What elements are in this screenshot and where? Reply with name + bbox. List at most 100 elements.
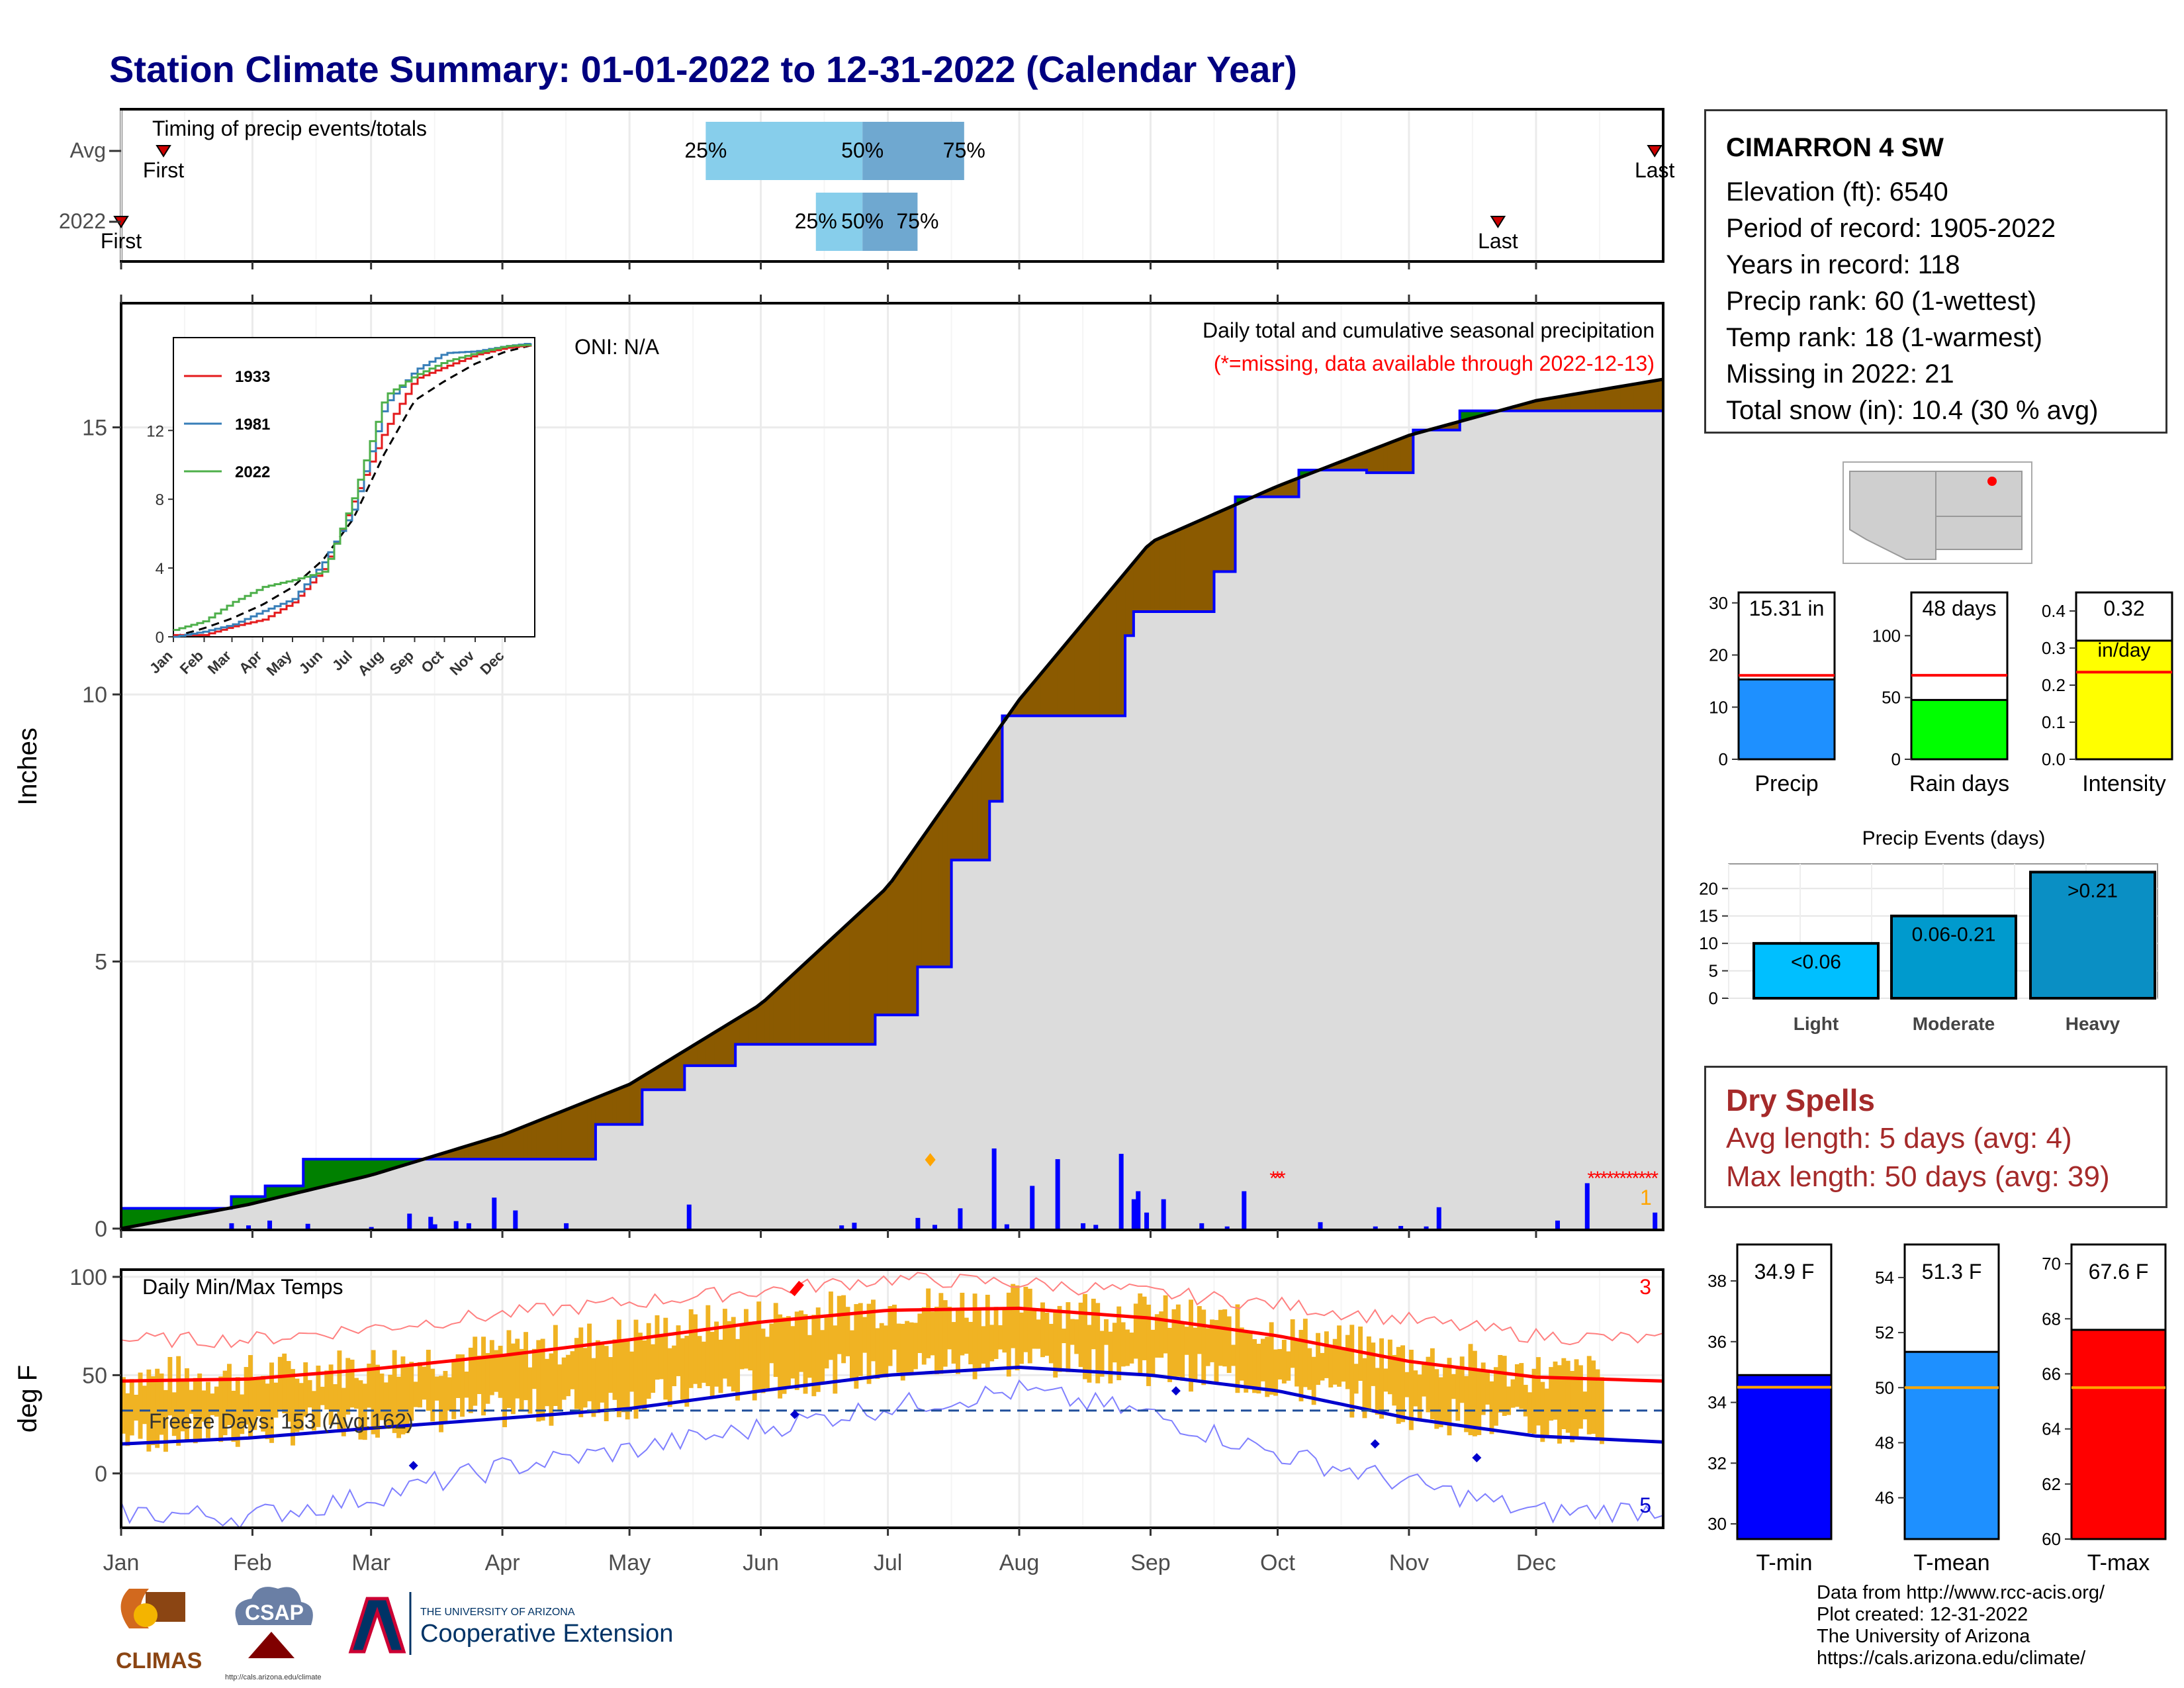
small-bar-tick: 0.4 [2042, 601, 2066, 621]
timing-marker [156, 145, 171, 158]
missing-marker: * [1278, 1168, 1286, 1190]
daily-precip-bar [1093, 1225, 1099, 1229]
csap-url: http://cals.arizona.edu/climate [225, 1673, 322, 1681]
precip-missing-note: (*=missing, data available through 2022-… [1214, 352, 1655, 375]
small-bar-label: Intensity [2082, 771, 2166, 796]
timing-pct-label: 25% [684, 138, 727, 162]
record-min-marker [1370, 1439, 1380, 1449]
freeze-days: Freeze Days: 153 (Avg:162) [149, 1409, 414, 1433]
events-y-tick: 10 [1699, 933, 1718, 953]
daily-precip-bar [1131, 1199, 1136, 1229]
temp-bar-tick: 48 [1875, 1432, 1894, 1452]
daily-precip-bar [229, 1223, 234, 1229]
daily-precip-bar [1144, 1212, 1150, 1229]
month-tick-label: Aug [999, 1550, 1040, 1575]
precip-ylabel: Inches [13, 727, 42, 806]
daily-precip-bar [1424, 1226, 1429, 1229]
timing-marker-label: Last [1635, 158, 1675, 182]
missing-marker: * [1619, 1168, 1627, 1190]
temp-bar-tick: 32 [1707, 1453, 1727, 1473]
small-bar-tick: 50 [1882, 688, 1901, 708]
temp-bar-tick: 68 [2042, 1309, 2061, 1329]
daily-precip-bar [852, 1223, 857, 1229]
small-bar-label: Rain days [1909, 771, 2009, 796]
month-tick-label: Apr [485, 1550, 520, 1575]
missing-marker: * [1613, 1168, 1621, 1190]
temp-bar-tick: 66 [2042, 1364, 2061, 1383]
temp-bar-label: T-max [2087, 1550, 2150, 1575]
events-y-tick: 0 [1709, 988, 1718, 1008]
daily-precip-bar [513, 1210, 518, 1229]
inset-y-tick: 0 [156, 629, 164, 647]
station-snow: Total snow (in): 10.4 (30 % avg) [1726, 396, 2099, 425]
dry-spells-box: Dry Spells Avg length: 5 days (avg: 4) M… [1704, 1066, 2167, 1208]
record-max-marker [790, 1280, 804, 1297]
daily-precip-bar [1373, 1226, 1378, 1229]
observed-cumulative-line [121, 409, 1663, 1210]
avg-cumulative-area [121, 379, 1663, 1229]
timing-pct-label: 75% [943, 138, 985, 162]
daily-precip-bar [564, 1223, 569, 1229]
events-y-tick: 20 [1699, 878, 1718, 898]
timing-pct-label: 50% [841, 138, 884, 162]
daily-precip-bar [1318, 1222, 1323, 1229]
inset-legend-label: 1981 [235, 416, 270, 434]
credits: Data from http://www.rcc-acis.org/ Plot … [1817, 1582, 2105, 1669]
small-bar-tick: 0 [1891, 749, 1901, 769]
temp-bar-label: T-mean [1913, 1550, 1989, 1575]
station-elevation: Elevation (ft): 6540 [1726, 177, 1948, 207]
record-max-count: 3 [1639, 1275, 1651, 1299]
inset-frame [173, 337, 535, 637]
temp-bar-tick: 70 [2042, 1254, 2061, 1274]
credit-url: https://cals.arizona.edu/climate/ [1817, 1648, 2086, 1669]
small-bar-tick: 0.0 [2042, 749, 2066, 769]
month-tick-label: Sep [1130, 1550, 1171, 1575]
station-missing: Missing in 2022: 21 [1726, 359, 1954, 389]
daily-precip-bar [915, 1217, 921, 1229]
daily-precip-bar [466, 1223, 471, 1229]
oni-label: ONI: N/A [574, 335, 660, 359]
missing-marker: * [1600, 1168, 1608, 1190]
daily-precip-bar [1199, 1223, 1205, 1229]
daily-precip-bar [1224, 1226, 1230, 1229]
daily-precip-bar [1004, 1224, 1009, 1229]
inset-y-tick: 8 [156, 491, 164, 509]
daily-precip-bar [407, 1213, 412, 1229]
inset-legend-label: 2022 [235, 463, 270, 481]
event-bin-label: 0.06-0.21 [1912, 924, 1996, 946]
precip-y-tick: 5 [95, 950, 107, 975]
events-title: Precip Events (days) [1862, 827, 2046, 849]
missing-marker: * [1625, 1168, 1633, 1190]
record-min-marker [408, 1460, 418, 1470]
temp-bar-tick: 38 [1707, 1271, 1727, 1291]
missing-marker: * [1269, 1168, 1277, 1190]
temp-y-tick: 100 [69, 1265, 107, 1290]
daily-precip-bar [1161, 1199, 1166, 1229]
snow-marker [925, 1153, 936, 1166]
timing-pct-label: 75% [896, 209, 938, 233]
inset-y-tick: 12 [146, 422, 164, 440]
ua-logo: THE UNIVERSITY OF ARIZONA Cooperative Ex… [348, 1592, 673, 1655]
record-min-marker [790, 1409, 799, 1419]
avg-cumulative-line [120, 377, 1664, 1231]
month-tick-label: Feb [233, 1550, 272, 1575]
daily-precip-bar [1653, 1212, 1658, 1229]
daily-precip-bar [933, 1225, 938, 1229]
logos: CLIMAS CSAP http://cals.arizona.edu/clim… [116, 1587, 673, 1681]
dry-spells-avg: Avg length: 5 days (avg: 4) [1726, 1122, 2072, 1154]
month-tick-label: Dec [1516, 1550, 1556, 1575]
temp-bar-tick: 60 [2042, 1529, 2061, 1549]
temp-title: Daily Min/Max Temps [142, 1275, 343, 1299]
events-y-tick: 5 [1709, 961, 1718, 981]
daily-precip-bar [305, 1223, 310, 1229]
daily-precip-bar [267, 1220, 273, 1229]
daily-precip-bar [1081, 1223, 1086, 1229]
small-bar-tick: 20 [1709, 645, 1728, 665]
temp-bar-value: 67.6 F [2089, 1260, 2149, 1284]
event-bin-label: <0.06 [1791, 951, 1841, 973]
daily-precip-bar [453, 1221, 459, 1229]
credit-plot-date: Plot created: 12-31-2022 [1817, 1604, 2028, 1625]
small-bar-tick: 10 [1709, 697, 1728, 717]
temp-bar-tick: 64 [2042, 1419, 2061, 1439]
climas-text: CLIMAS [116, 1648, 202, 1673]
